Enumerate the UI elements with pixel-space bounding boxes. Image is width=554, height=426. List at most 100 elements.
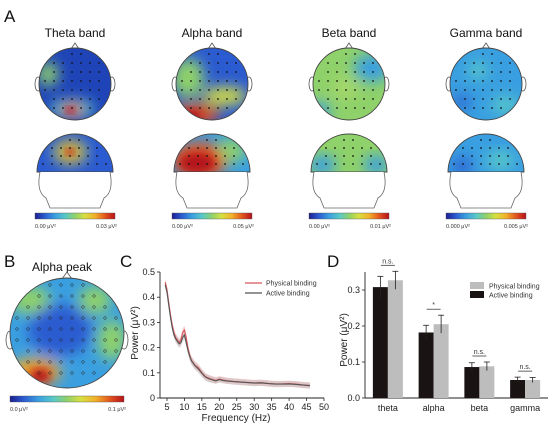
electrode-dot [181, 80, 183, 82]
electrode-dot [464, 98, 466, 100]
electrode-dot [462, 155, 464, 157]
x-tick-label: 20 [214, 402, 224, 412]
electrode-dot [71, 98, 73, 100]
category-label: beta [471, 403, 489, 413]
y-tick-label: 0.5 [142, 267, 155, 277]
electrode-dot [345, 80, 347, 82]
electrode-dot [98, 80, 100, 82]
electrode-dot [363, 89, 365, 91]
electrode-dot [507, 155, 509, 157]
electrode-ring [103, 338, 107, 342]
electrode-dot [190, 89, 192, 91]
x-tick-label: 10 [179, 402, 189, 412]
electrode-dot [500, 62, 502, 64]
electrode-dot [80, 107, 82, 109]
alpha-band-title: Alpha band [182, 26, 243, 40]
electrode-dot [80, 53, 82, 55]
electrode-dot [199, 62, 201, 64]
alpha-topomap-top [171, 42, 253, 121]
electrode-dot [509, 89, 511, 91]
electrode-dot [62, 98, 64, 100]
electrode-dot [80, 80, 82, 82]
electrode-dot [473, 71, 475, 73]
colorbar-gamma-max: 0.005 μV² [504, 224, 528, 230]
electrode-dot [370, 147, 372, 149]
legend-label: Physical binding [489, 284, 540, 291]
electrode-dot [226, 89, 228, 91]
beta-topomap-top [308, 42, 390, 121]
electrode-dot [190, 80, 192, 82]
electrode-dot [215, 139, 217, 141]
electrode-dot [473, 62, 475, 64]
electrode-dot [482, 62, 484, 64]
electrode-dot [343, 139, 345, 141]
electrode-dot [370, 163, 372, 165]
electrode-dot [80, 98, 82, 100]
electrode-dot [464, 80, 466, 82]
electrode-dot [217, 98, 219, 100]
electrode-dot [516, 163, 518, 165]
electrode-dot [336, 71, 338, 73]
electrode-dot [80, 62, 82, 64]
electrode-dot [327, 71, 329, 73]
electrode-dot [471, 147, 473, 149]
electrode-ring [81, 316, 85, 320]
legend-swatch [470, 291, 484, 298]
electrode-ring [37, 371, 41, 375]
electrode-dot [206, 163, 208, 165]
electrode-ring [37, 349, 41, 353]
electrode-dot [489, 147, 491, 149]
electrode-ring [26, 327, 30, 331]
electrode-dot [96, 155, 98, 157]
electrode-dot [464, 89, 466, 91]
electrode-ring [59, 338, 63, 342]
electrode-dot [96, 147, 98, 149]
electrode-ring [70, 294, 74, 298]
colorbar-alpha-max: 0.05 μV² [233, 224, 254, 230]
electrode-dot [215, 155, 217, 157]
bar-beta-active [464, 367, 480, 398]
electrode-dot [199, 107, 201, 109]
electrode-dot [500, 107, 502, 109]
electrode-dot [345, 71, 347, 73]
electrode-dot [509, 80, 511, 82]
x-tick-label: 40 [284, 402, 294, 412]
electrode-dot [89, 98, 91, 100]
electrode-dot [352, 139, 354, 141]
electrode-dot [334, 155, 336, 157]
electrode-dot [498, 163, 500, 165]
electrode-dot [208, 53, 210, 55]
y-tick-label: 0.4 [142, 292, 155, 302]
electrode-dot [98, 62, 100, 64]
electrode-dot [473, 89, 475, 91]
electrode-dot [453, 163, 455, 165]
electrode-dot [208, 62, 210, 64]
electrode-dot [71, 80, 73, 82]
electrode-dot [206, 139, 208, 141]
x-tick-label: 50 [319, 402, 329, 412]
power-spectrum-axes: 5 10 15 20 25 30 35 40 45 50 0 0.1 0.2 0.3 0.4 0.5 [142, 267, 329, 412]
electrode-dot [345, 89, 347, 91]
electrode-ring [48, 305, 52, 309]
electrode-dot [51, 163, 53, 165]
electrode-dot [372, 80, 374, 82]
electrode-dot [455, 89, 457, 91]
electrode-dot [480, 139, 482, 141]
electrode-dot [372, 89, 374, 91]
electrode-ring [37, 294, 41, 298]
electrode-ring [70, 283, 74, 287]
electrode-ring [48, 283, 52, 287]
series-line-physical [164, 281, 311, 386]
electrode-ring [15, 338, 19, 342]
bar-gamma-physical [525, 380, 541, 398]
electrode-dot [372, 62, 374, 64]
electrode-ring [81, 305, 85, 309]
electrode-dot [336, 80, 338, 82]
colorbar-beta-max: 0.01 μV² [370, 224, 391, 230]
electrode-dot [78, 139, 80, 141]
electrode-dot [491, 98, 493, 100]
electrode-dot [379, 163, 381, 165]
electrode-dot [327, 80, 329, 82]
electrode-dot [343, 163, 345, 165]
electrode-dot [491, 89, 493, 91]
